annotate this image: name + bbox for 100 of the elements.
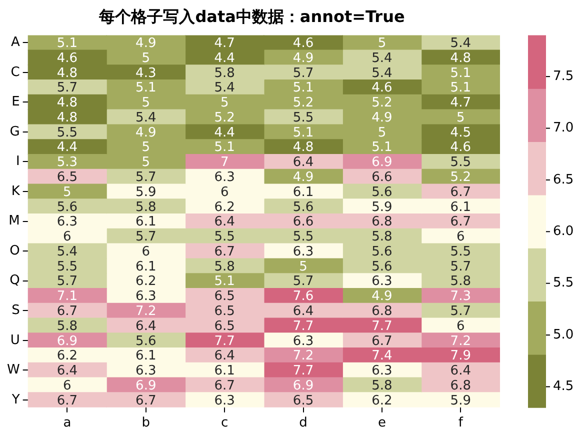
- data-label: 4.8: [56, 110, 78, 126]
- data-label: 5.1: [450, 80, 471, 96]
- data-label: 5.4: [372, 66, 392, 81]
- color-bar-label: 6.0: [553, 224, 574, 240]
- data-label: 6: [456, 318, 465, 334]
- chart-title: 每个格子写入data中数据：annot=True: [98, 6, 405, 26]
- data-label: 5.6: [292, 200, 314, 215]
- data-label: 4.5: [450, 125, 471, 140]
- y-tick-label: Q: [10, 273, 20, 288]
- data-label: 5: [63, 184, 72, 200]
- y-tick-label: W: [6, 362, 20, 378]
- data-label: 6.7: [56, 304, 78, 320]
- data-label: 5.4: [372, 50, 392, 66]
- y-tick-label: Y: [10, 392, 20, 408]
- data-label: 4.8: [450, 50, 471, 66]
- data-label: 5.5: [450, 244, 471, 260]
- data-label: 5.2: [450, 170, 471, 186]
- data-label: 5.5: [450, 155, 471, 170]
- color-bar-label: 5.5: [553, 276, 574, 291]
- data-label: 4.4: [214, 50, 235, 66]
- data-label: 5.6: [372, 184, 392, 200]
- data-label: 6.7: [56, 393, 78, 408]
- data-label: 6: [142, 244, 150, 260]
- data-label: 5.5: [292, 230, 314, 245]
- data-label: 6.1: [136, 214, 156, 230]
- data-label: 6.3: [292, 244, 314, 260]
- data-label: 4.9: [372, 110, 392, 126]
- data-label: 5.7: [56, 80, 78, 96]
- data-label: 5.5: [56, 259, 78, 274]
- data-label: 5.8: [214, 259, 235, 274]
- data-label: 5.2: [292, 96, 314, 111]
- color-bar-label: 4.5: [553, 379, 574, 394]
- data-label: 5.6: [136, 334, 156, 349]
- data-label: 5.7: [292, 274, 314, 290]
- data-label: 4.9: [136, 36, 156, 52]
- data-label: 6.4: [292, 304, 314, 320]
- data-label: 4.6: [372, 80, 392, 96]
- data-label: 5: [142, 140, 150, 156]
- data-label: 5.7: [56, 274, 78, 290]
- data-label: 6.3: [214, 393, 235, 408]
- data-label: 7.7: [292, 318, 314, 334]
- data-label: 6.3: [292, 334, 314, 349]
- data-label: 5.9: [450, 393, 471, 408]
- data-label: 6.7: [372, 334, 392, 349]
- x-tick-label: c: [221, 416, 228, 431]
- data-label: 5.6: [56, 200, 78, 215]
- y-tick-label: M: [8, 214, 20, 229]
- data-label: 5.9: [372, 200, 392, 215]
- data-label: 5.5: [214, 230, 235, 245]
- data-label: 5.1: [292, 125, 314, 140]
- data-label: 5.9: [136, 184, 156, 200]
- data-label: 6.3: [56, 214, 78, 230]
- data-label: 6.9: [292, 378, 314, 394]
- data-label: 5.1: [372, 140, 392, 156]
- data-label: 5.4: [214, 80, 235, 96]
- data-label: 6.9: [136, 378, 156, 394]
- data-label: 7.4: [372, 348, 392, 364]
- data-label: 4.6: [56, 50, 78, 66]
- y-tick-label: O: [10, 243, 20, 258]
- data-label: 6.2: [214, 200, 235, 215]
- color-bar-label: 6.5: [553, 172, 574, 188]
- data-label: 7.6: [292, 289, 314, 304]
- y-tick-label: C: [10, 64, 20, 80]
- data-label: 5: [142, 50, 150, 66]
- data-label: 4.7: [450, 96, 471, 111]
- data-label: 5.7: [136, 230, 156, 245]
- data-label: 6.3: [372, 364, 392, 379]
- y-tick-label: S: [12, 303, 20, 318]
- data-label: 6.5: [214, 304, 235, 320]
- data-label: 5.4: [136, 110, 156, 126]
- data-label: 5.6: [372, 244, 392, 260]
- data-label: 5: [378, 36, 386, 52]
- y-tick-label: U: [10, 332, 20, 348]
- data-label: 6.4: [56, 364, 78, 379]
- x-tick-label: b: [142, 416, 150, 431]
- data-label: 4.8: [292, 140, 314, 156]
- data-label: 6.1: [450, 200, 471, 215]
- data-label: 5.7: [136, 170, 156, 186]
- data-label: 4.3: [136, 66, 156, 81]
- data-label: 6.1: [136, 348, 156, 364]
- data-label: 6: [220, 184, 229, 200]
- data-label: 6.4: [214, 348, 235, 364]
- data-label: 6.1: [292, 184, 314, 200]
- data-label: 6.2: [136, 274, 156, 290]
- data-label: 4.9: [372, 289, 392, 304]
- x-tick-label: e: [378, 416, 386, 431]
- data-label: 6.4: [136, 318, 156, 334]
- data-label: 6.7: [450, 214, 471, 230]
- data-label: 5.8: [450, 274, 471, 290]
- data-label: 4.6: [292, 36, 314, 52]
- data-label: 6.5: [56, 170, 78, 186]
- data-label: 5: [220, 96, 229, 111]
- data-label: 5: [299, 259, 308, 274]
- data-label: 6.7: [450, 184, 471, 200]
- data-label: 4.8: [56, 66, 78, 81]
- data-label: 5.4: [450, 36, 471, 52]
- y-tick-label: E: [12, 94, 20, 110]
- x-tick-label: a: [63, 416, 72, 431]
- data-label: 5.7: [450, 259, 471, 274]
- data-label: 5: [142, 96, 150, 111]
